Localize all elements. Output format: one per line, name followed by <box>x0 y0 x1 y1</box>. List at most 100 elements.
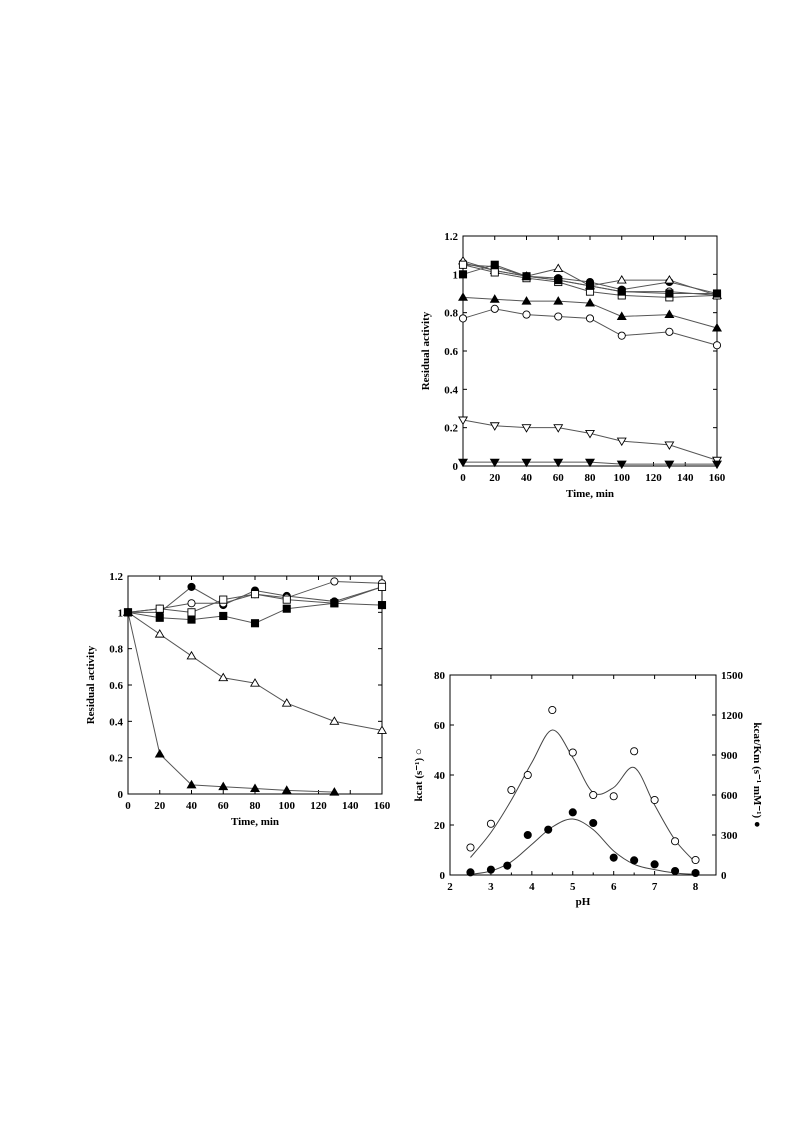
data-point <box>329 716 340 725</box>
data-point <box>154 629 165 638</box>
data-point <box>486 819 495 828</box>
data-point <box>219 611 228 621</box>
data-point <box>155 613 164 622</box>
data-point <box>664 460 675 470</box>
series-line <box>462 264 717 294</box>
data-point <box>568 808 577 817</box>
series-markers-open-circle <box>458 304 722 350</box>
data-point <box>330 599 339 608</box>
series-line <box>462 296 718 329</box>
data-point <box>671 837 680 846</box>
y-right-tick-label: 0 <box>721 870 727 882</box>
data-point <box>250 678 260 687</box>
data-point <box>186 650 197 660</box>
data-point <box>377 725 387 734</box>
data-point <box>507 785 516 795</box>
kcat-fit-curve <box>470 729 696 863</box>
data-point <box>664 309 675 319</box>
x-tick-label: 100 <box>279 800 296 812</box>
data-point <box>250 783 260 793</box>
data-point <box>585 281 595 290</box>
series-kcat/Km <box>466 808 700 878</box>
y-right-tick-label: 1500 <box>721 670 744 682</box>
data-point <box>712 341 722 350</box>
y-left-tick-label: 60 <box>434 720 446 732</box>
series-open-circle <box>127 580 383 613</box>
data-point <box>155 604 164 613</box>
data-point <box>691 868 700 878</box>
data-point <box>490 260 499 269</box>
x-tick-label: 80 <box>585 472 597 484</box>
data-point <box>712 460 722 470</box>
series-line <box>462 260 718 296</box>
data-point <box>187 599 196 608</box>
series-line <box>127 586 383 613</box>
series-line <box>462 308 718 346</box>
x-tick-label: 5 <box>570 881 576 893</box>
data-point <box>522 272 531 281</box>
series-filled-down-triangle <box>463 461 717 465</box>
data-point <box>665 327 674 336</box>
data-point <box>585 297 595 307</box>
data-point <box>553 296 564 305</box>
data-point <box>616 437 627 447</box>
data-point <box>650 860 659 869</box>
data-point <box>123 607 133 616</box>
data-point <box>617 287 626 296</box>
x-tick-label: 2 <box>447 881 453 893</box>
series-kcat <box>466 705 700 865</box>
x-tick-label: 7 <box>652 881 658 893</box>
y-right-tick-label: 600 <box>721 790 738 802</box>
x-tick-label: 40 <box>186 800 198 812</box>
ph-profile-chart: 0 20 40 60 80 0 300 600 900 1200 1500 2 3 4 5 6 7 8 pH kcat… <box>413 670 763 908</box>
x-tick-label: 140 <box>342 800 359 812</box>
data-point <box>548 705 557 715</box>
data-point <box>609 853 618 862</box>
x-tick-label: 160 <box>709 472 726 484</box>
data-point <box>522 310 531 319</box>
series-open-square <box>462 264 718 298</box>
y-tick-label: 0 <box>118 789 124 801</box>
y-tick-label: 1.2 <box>109 571 123 583</box>
data-point <box>712 289 722 298</box>
thermal-stability-chart-bottom: 0 0.2 0.4 0.6 0.8 1 1.2 0 20 40 60 80 100 120 140 160 Ti… <box>85 571 391 828</box>
x-tick-label: 20 <box>154 800 166 812</box>
data-point <box>489 294 500 303</box>
data-point <box>589 790 598 800</box>
data-point <box>458 260 468 269</box>
x-axis-title: Time, min <box>566 488 614 500</box>
data-point <box>219 595 228 604</box>
series-markers-filled-triangle <box>458 292 722 332</box>
x-axis-title: Time, min <box>231 816 279 828</box>
y-left-tick-label: 20 <box>434 820 446 832</box>
x-axis-title: pH <box>576 896 591 908</box>
data-point <box>589 818 598 828</box>
series-filled-triangle <box>462 296 718 329</box>
thermal-stability-chart-top: 0 0.2 0.4 0.6 0.8 1 1.2 0 20 40 60 80 100 120 140 160 Ti… <box>420 231 726 500</box>
data-point <box>489 422 500 431</box>
data-point <box>664 441 675 451</box>
x-tick-label: 6 <box>611 881 617 893</box>
x-tick-label: 60 <box>553 472 565 484</box>
data-point <box>282 604 291 613</box>
y-left-axis-title: kcat (s⁻¹) ○ <box>413 748 425 801</box>
data-point <box>466 868 475 877</box>
data-point <box>489 458 500 468</box>
data-point <box>490 304 499 313</box>
x-tick-label: 0 <box>125 800 131 812</box>
data-point <box>458 292 468 301</box>
data-point <box>187 615 196 624</box>
y-right-tick-label: 1200 <box>721 710 744 722</box>
y-tick-label: 0.2 <box>444 423 458 435</box>
data-point <box>712 322 722 332</box>
data-point <box>665 289 674 298</box>
y-axis-title: Residual activity <box>420 311 432 390</box>
data-point <box>466 843 475 852</box>
data-point <box>630 856 639 865</box>
y-tick-label: 1 <box>118 607 124 619</box>
x-tick-label: 4 <box>529 881 535 893</box>
y-tick-label: 0 <box>453 461 459 473</box>
series-filled-circle <box>462 264 718 294</box>
data-point <box>250 619 260 628</box>
data-point <box>250 590 260 599</box>
